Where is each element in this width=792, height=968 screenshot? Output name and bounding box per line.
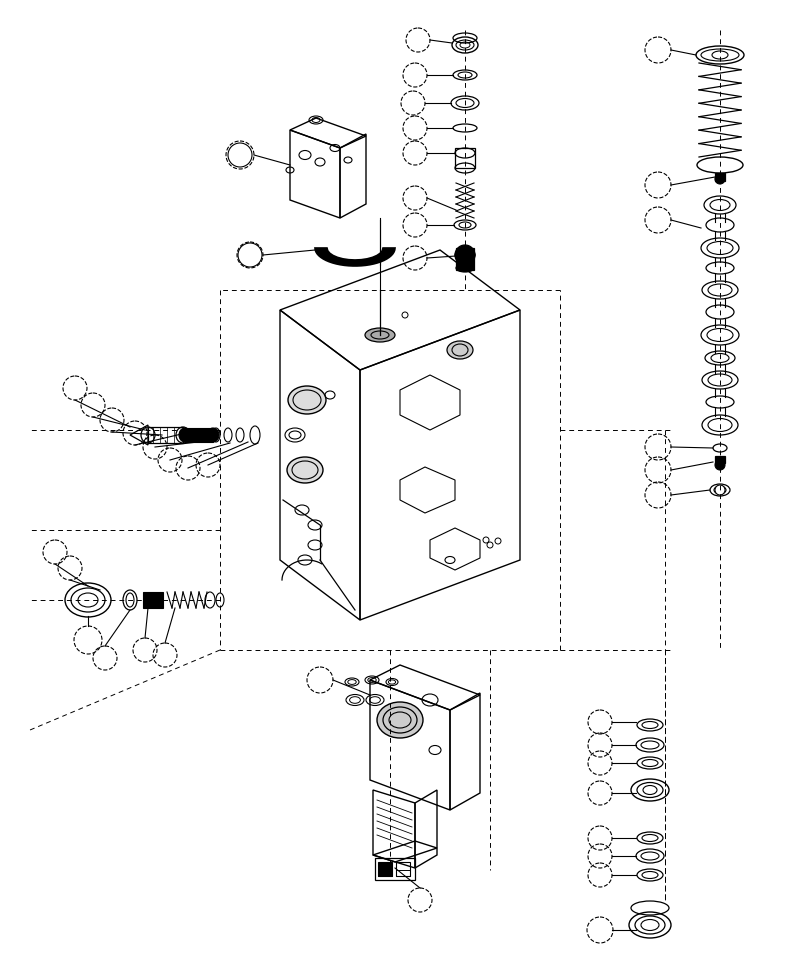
Circle shape xyxy=(455,245,475,265)
Bar xyxy=(715,173,725,181)
Circle shape xyxy=(487,542,493,548)
Circle shape xyxy=(495,538,501,544)
Bar xyxy=(378,870,392,876)
Circle shape xyxy=(238,243,262,267)
Ellipse shape xyxy=(179,428,191,442)
Bar xyxy=(375,858,415,880)
Ellipse shape xyxy=(365,328,395,342)
Bar xyxy=(148,427,183,443)
Ellipse shape xyxy=(447,341,473,359)
Bar xyxy=(396,862,410,876)
Bar xyxy=(456,248,474,270)
Ellipse shape xyxy=(377,702,423,738)
Ellipse shape xyxy=(207,428,219,442)
Bar xyxy=(143,592,163,608)
Ellipse shape xyxy=(287,457,323,483)
Bar xyxy=(396,870,410,876)
Bar xyxy=(378,862,392,876)
Bar xyxy=(715,456,725,463)
Bar xyxy=(185,428,213,442)
Bar xyxy=(455,148,475,168)
Ellipse shape xyxy=(456,264,474,272)
Circle shape xyxy=(402,312,408,318)
Ellipse shape xyxy=(288,386,326,414)
Circle shape xyxy=(715,174,725,184)
Polygon shape xyxy=(315,248,395,266)
Ellipse shape xyxy=(455,250,475,260)
Circle shape xyxy=(715,485,725,495)
Circle shape xyxy=(228,143,252,167)
Circle shape xyxy=(715,460,725,470)
Circle shape xyxy=(483,537,489,543)
